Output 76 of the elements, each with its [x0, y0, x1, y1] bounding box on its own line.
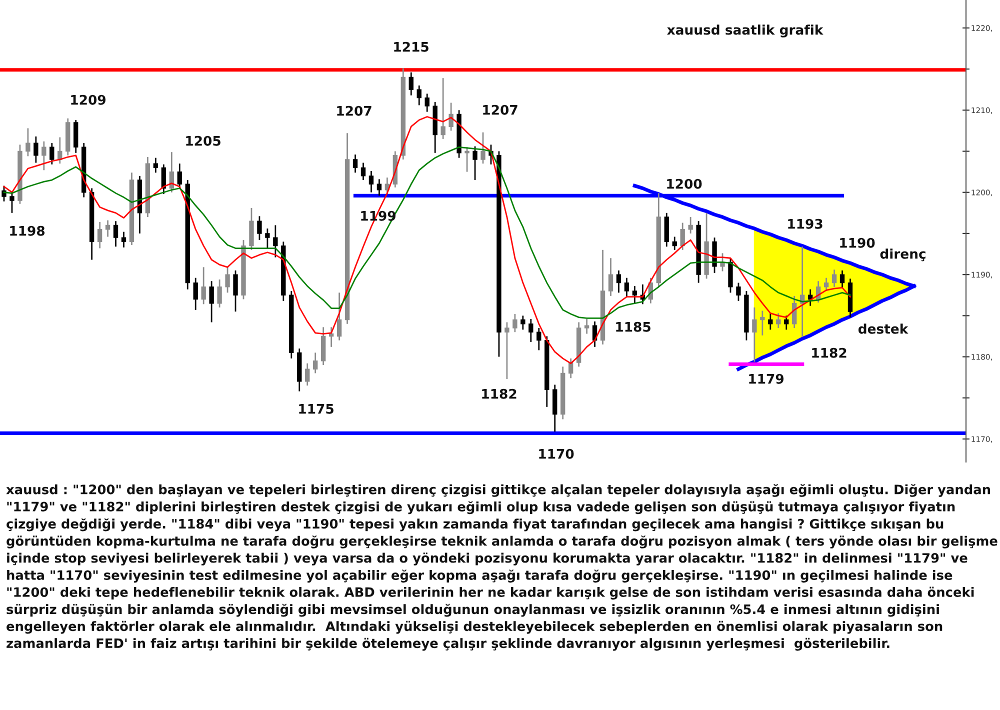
text: xauusd : "1200" den başlayan ve tepeleri birleştiren direnç çizgisi gittikçe alçalan tepeler dolayısıyla aşağı eğimli oluştu. Diğer yandan "1179" ve "1182" diplerini birleştiren destek çizgisi de yukarı eğimli olup kısa vadede gelişen son düşüşü tutmaya çalışıyor fiyatın çizgiye değdiği yerde. "1184" dibi veya "1190" tepesi yakın zamanda fiyat tarafından geçilecek ama hangisi ? Gittikçe sıkışan bu görüntüden kopma-kurtulma ne tarafa doğru gerçekleşirse teknik anlamda o tarafa doğru pozisyon almak ( ters yönde olası bir gelişme içinde stop seviyesi belirleyerek tabii ) veya varsa da o yöndeki pozisyonu korumakta yarar olacaktır. "1182" in delinmesi "1179" ve hatta "1170" seviyesinin test edilmesine yol açabilir eğer kopma aşağı tarafa doğru gerçekleşirse. "1190" ın geçilmesi halinde ise "1200" deki tepe hedeflenebilir teknik olarak. ABD verilerinin her ne kadar karışık gelse de son istihdam verisi esasında daha önceki sürpriz düşüşün bir anlamda söylendiği gibi mevsimsel olduğunun onaylanması ve işsizlik oranının %5.4 e inmesi altının gidişini engelleyen faktörler olarak ele alınmalıdır. Altındaki yükselişi destekleyebilecek sebeplerden en önemlisi olarak piyasaların son zamanlarda FED' in faiz artışı tarihini bir şekilde ötelemeye çalışır şeklinde davranıyor algısının yerleşmesi gösterilebilir.	[6, 484, 998, 651]
annotation: 1200	[667, 178, 702, 189]
candlestick	[313, 352, 318, 374]
candlestick	[121, 231, 126, 248]
candlestick	[368, 170, 374, 194]
candlestick	[265, 228, 270, 249]
candlestick	[616, 270, 622, 294]
candlestick	[233, 270, 238, 312]
candlestick	[776, 312, 781, 329]
candlestick	[464, 146, 470, 173]
candlestick	[672, 236, 677, 251]
annotation: 1209	[71, 94, 106, 105]
candlestick	[480, 132, 486, 164]
candlestick	[352, 154, 358, 174]
candlestick	[105, 220, 110, 238]
candlestick	[225, 266, 230, 294]
annotation: 1175	[299, 404, 334, 414]
candlestick	[512, 313, 518, 333]
annotation: 1179	[749, 374, 784, 384]
candlestick	[42, 140, 46, 171]
candlestick	[376, 178, 382, 196]
candlestick	[50, 142, 54, 166]
annotation: 1193	[788, 218, 822, 229]
candlestick	[632, 285, 638, 304]
candlestick	[688, 216, 693, 234]
candlestick	[424, 93, 430, 112]
candlestick	[768, 312, 773, 330]
candlestick	[34, 136, 38, 164]
annotation: 1182	[812, 348, 846, 358]
annotation: direnç	[880, 248, 926, 262]
candlestick	[504, 322, 510, 380]
annotation: 1190	[840, 238, 875, 248]
candlestick	[217, 278, 222, 308]
candlestick	[752, 306, 757, 362]
annotation: 1198	[10, 226, 45, 236]
candlestick	[528, 318, 534, 343]
annotation: 1185	[616, 322, 650, 332]
candlestick	[784, 314, 789, 330]
candlestick	[736, 282, 741, 302]
candlestick	[416, 84, 422, 106]
candlestick	[440, 77, 446, 140]
candlestick	[472, 146, 478, 181]
candlestick	[408, 72, 414, 96]
annotation: destek	[858, 324, 908, 334]
candlestick	[520, 314, 526, 330]
candlestick	[193, 277, 198, 311]
annotation: 1205	[186, 136, 220, 146]
candlestick	[840, 270, 845, 288]
candlestick	[328, 326, 334, 348]
text: xauusd saatlik grafik	[667, 24, 824, 38]
candlestick	[824, 277, 829, 292]
candlestick	[153, 157, 158, 174]
annotation: 1207	[483, 104, 518, 115]
candlestick	[608, 257, 614, 297]
candlestick	[584, 318, 590, 334]
candlestick	[97, 221, 102, 249]
annotation: 1207	[337, 106, 372, 116]
candlestick	[680, 222, 685, 251]
annotation: 1170	[539, 448, 574, 459]
candlestick	[336, 292, 342, 342]
candlestick	[448, 102, 454, 132]
candlestick	[832, 268, 837, 288]
candlestick	[113, 220, 118, 248]
annotation: 1182	[482, 388, 516, 399]
candlestick	[209, 280, 214, 323]
candlestick	[360, 162, 366, 181]
candlestick	[760, 310, 765, 336]
candlestick	[257, 216, 262, 241]
candlestick	[305, 362, 310, 386]
candlestick	[26, 128, 30, 157]
candlestick	[624, 277, 630, 298]
candlestick	[273, 224, 278, 258]
candlestick	[536, 327, 542, 351]
annotation: 1215	[394, 42, 428, 52]
candlestick	[201, 266, 206, 305]
candlestick	[10, 192, 14, 214]
